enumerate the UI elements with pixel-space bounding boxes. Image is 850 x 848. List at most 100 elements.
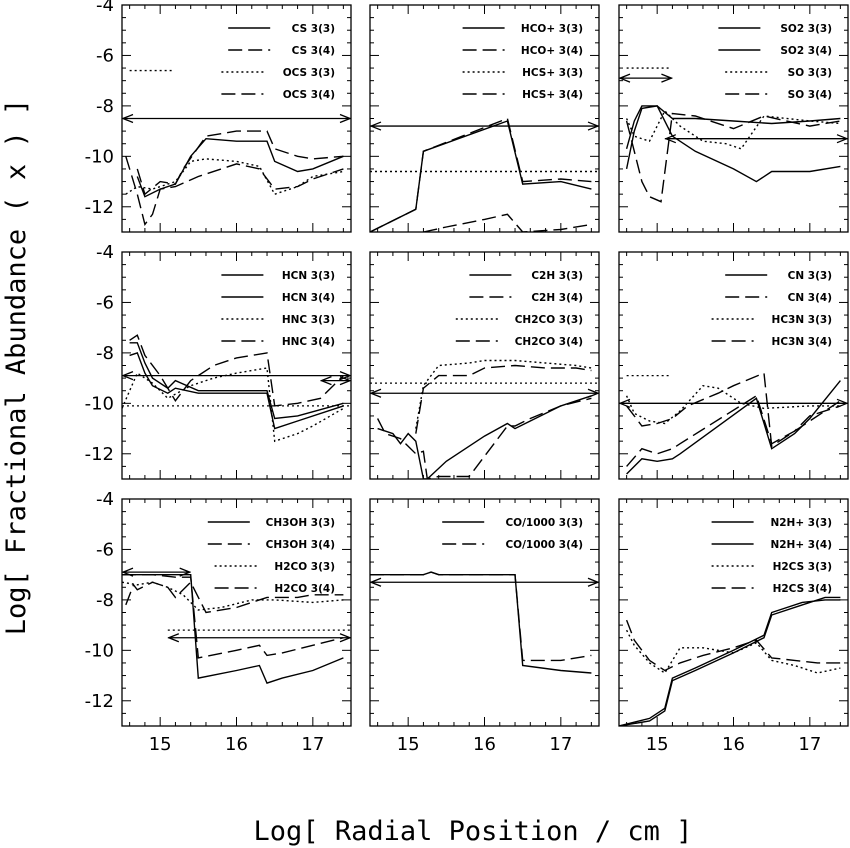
- arrow-head: [339, 370, 351, 381]
- panel-frame: [121, 251, 352, 480]
- panel: -4 -6 -8 -10 -12 HCN 3(3) HCN 3(4) HNC 3(3) HNC …: [85, 242, 352, 480]
- panel-frame: [618, 251, 849, 480]
- series-line: [626, 380, 841, 475]
- legend-label: CO/1000 3(3): [505, 517, 583, 529]
- y-tick-label: -8: [96, 590, 114, 611]
- series-line: [122, 574, 344, 659]
- plot-area: [370, 571, 599, 674]
- y-tick-label: -6: [96, 539, 114, 560]
- y-tick-label: -8: [96, 96, 114, 117]
- legend-label: CO/1000 3(4): [505, 539, 583, 551]
- x-tick-label: 17: [549, 734, 572, 755]
- arrow-head: [587, 577, 599, 587]
- y-tick-label: -12: [85, 197, 114, 218]
- panel: 15 16 17 N2H+ 3(3) N2H+ 3(4) H2CS 3(3) H2CS 3(…: [618, 498, 849, 755]
- observed-abundance-arrow: [664, 134, 848, 144]
- series-line: [625, 109, 841, 150]
- legend-label: CH2CO 3(4): [515, 336, 583, 348]
- observed-abundance-arrow: [370, 121, 599, 131]
- legend: CS 3(3) CS 3(4) OCS 3(3) OCS 3(4): [221, 23, 335, 101]
- y-tick-label: -10: [85, 640, 114, 661]
- y-tick-label: -6: [96, 292, 114, 313]
- series-line: [122, 367, 344, 443]
- panel: SO2 3(3) SO2 3(4) SO 3(3) SO 3(4): [618, 4, 849, 233]
- y-tick-label: -4: [96, 489, 114, 510]
- series-line: [122, 574, 344, 684]
- observed-abundance-arrow: [320, 376, 351, 386]
- legend-label: H2CO 3(3): [274, 561, 335, 573]
- observed-abundance-arrow: [167, 633, 351, 643]
- y-tick-label: -4: [96, 242, 114, 263]
- y-axis-label: Log[ Fractional Abundance ( x ) ]: [1, 99, 32, 635]
- series-line: [370, 120, 592, 232]
- legend: HCN 3(3) HCN 3(4) HNC 3(3) HNC 3(4): [221, 270, 335, 348]
- panel: -4 -6 -8 -10 -12 CS 3(3) CS 3(4) OCS 3(3) OCS 3(…: [85, 0, 352, 233]
- series-line: [125, 581, 344, 614]
- legend-label: CS 3(3): [292, 23, 335, 35]
- arrow-head: [122, 113, 134, 124]
- arrow-head: [370, 577, 382, 587]
- panel: HCO+ 3(3) HCO+ 3(4) HCS+ 3(3) HCS+ 3(4): [369, 4, 600, 233]
- legend-label: CH3OH 3(4): [266, 539, 335, 551]
- y-tick-label: -6: [96, 45, 114, 66]
- legend-label: OCS 3(4): [283, 89, 335, 101]
- series-line: [626, 372, 841, 448]
- series-line: [625, 105, 841, 149]
- series-line: [625, 105, 841, 183]
- observed-abundance-arrow: [122, 113, 351, 124]
- legend: SO2 3(3) SO2 3(4) SO 3(3) SO 3(4): [718, 23, 832, 101]
- legend-label: CN 3(3): [788, 270, 832, 282]
- panel-frame: [369, 251, 600, 480]
- legend-label: SO2 3(4): [780, 45, 832, 57]
- legend-label: OCS 3(3): [283, 67, 335, 79]
- series-line: [619, 599, 841, 726]
- panel: C2H 3(3) C2H 3(4) CH2CO 3(3) CH2CO 3(4): [369, 251, 600, 480]
- plot-area: [619, 67, 848, 203]
- legend-label: CH3OH 3(3): [266, 517, 335, 529]
- x-tick-label: 16: [225, 734, 248, 755]
- legend-label: HNC 3(4): [282, 336, 335, 348]
- legend-label: H2CO 3(4): [274, 583, 335, 595]
- series-line: [136, 130, 344, 196]
- arrow-head: [339, 113, 351, 124]
- legend: C2H 3(3) C2H 3(4) CH2CO 3(3) CH2CO 3(4): [455, 270, 583, 348]
- legend-label: H2CS 3(4): [773, 583, 832, 595]
- legend-label: SO 3(4): [788, 89, 832, 101]
- y-tick-label: -8: [96, 343, 114, 364]
- arrow-head: [587, 121, 599, 131]
- legend-label: N2H+ 3(4): [770, 539, 832, 551]
- panel-frame: [121, 498, 352, 727]
- panel-frame: [369, 498, 600, 727]
- series-line: [415, 359, 592, 429]
- legend-label: H2CS 3(3): [773, 561, 832, 573]
- series-line: [415, 364, 592, 434]
- series-line: [376, 397, 592, 479]
- legend-label: CH2CO 3(3): [515, 314, 583, 326]
- legend-label: CN 3(4): [788, 292, 832, 304]
- legend-label: HCN 3(3): [282, 270, 335, 282]
- plot-area: [370, 117, 599, 232]
- legend-label: SO 3(3): [788, 67, 832, 79]
- legend-label: N2H+ 3(3): [770, 517, 832, 529]
- arrow-head: [370, 121, 382, 131]
- plot-area: [370, 359, 599, 479]
- legend-label: HCO+ 3(3): [521, 23, 583, 35]
- x-tick-label: 17: [301, 734, 324, 755]
- y-tick-label: -12: [85, 691, 114, 712]
- y-tick-label: -12: [85, 444, 114, 465]
- arrow-head: [836, 134, 848, 144]
- y-tick-label: -10: [85, 393, 114, 414]
- legend-label: HNC 3(3): [282, 314, 335, 326]
- panel: 15 16 17 CO/1000 3(3) CO/1000 3(4): [369, 498, 600, 755]
- series-line: [129, 352, 344, 430]
- legend: HCO+ 3(3) HCO+ 3(4) HCS+ 3(3) HCS+ 3(4): [462, 23, 583, 101]
- legend-label: SO2 3(3): [780, 23, 832, 35]
- arrow-head: [122, 370, 134, 381]
- y-tick-label: -4: [96, 0, 114, 16]
- legend-label: HC3N 3(4): [772, 336, 832, 348]
- series-line: [129, 342, 344, 420]
- series-line: [625, 619, 841, 672]
- arrow-head: [665, 134, 677, 144]
- panel-frame: [618, 498, 849, 727]
- observed-abundance-arrow: [619, 73, 673, 83]
